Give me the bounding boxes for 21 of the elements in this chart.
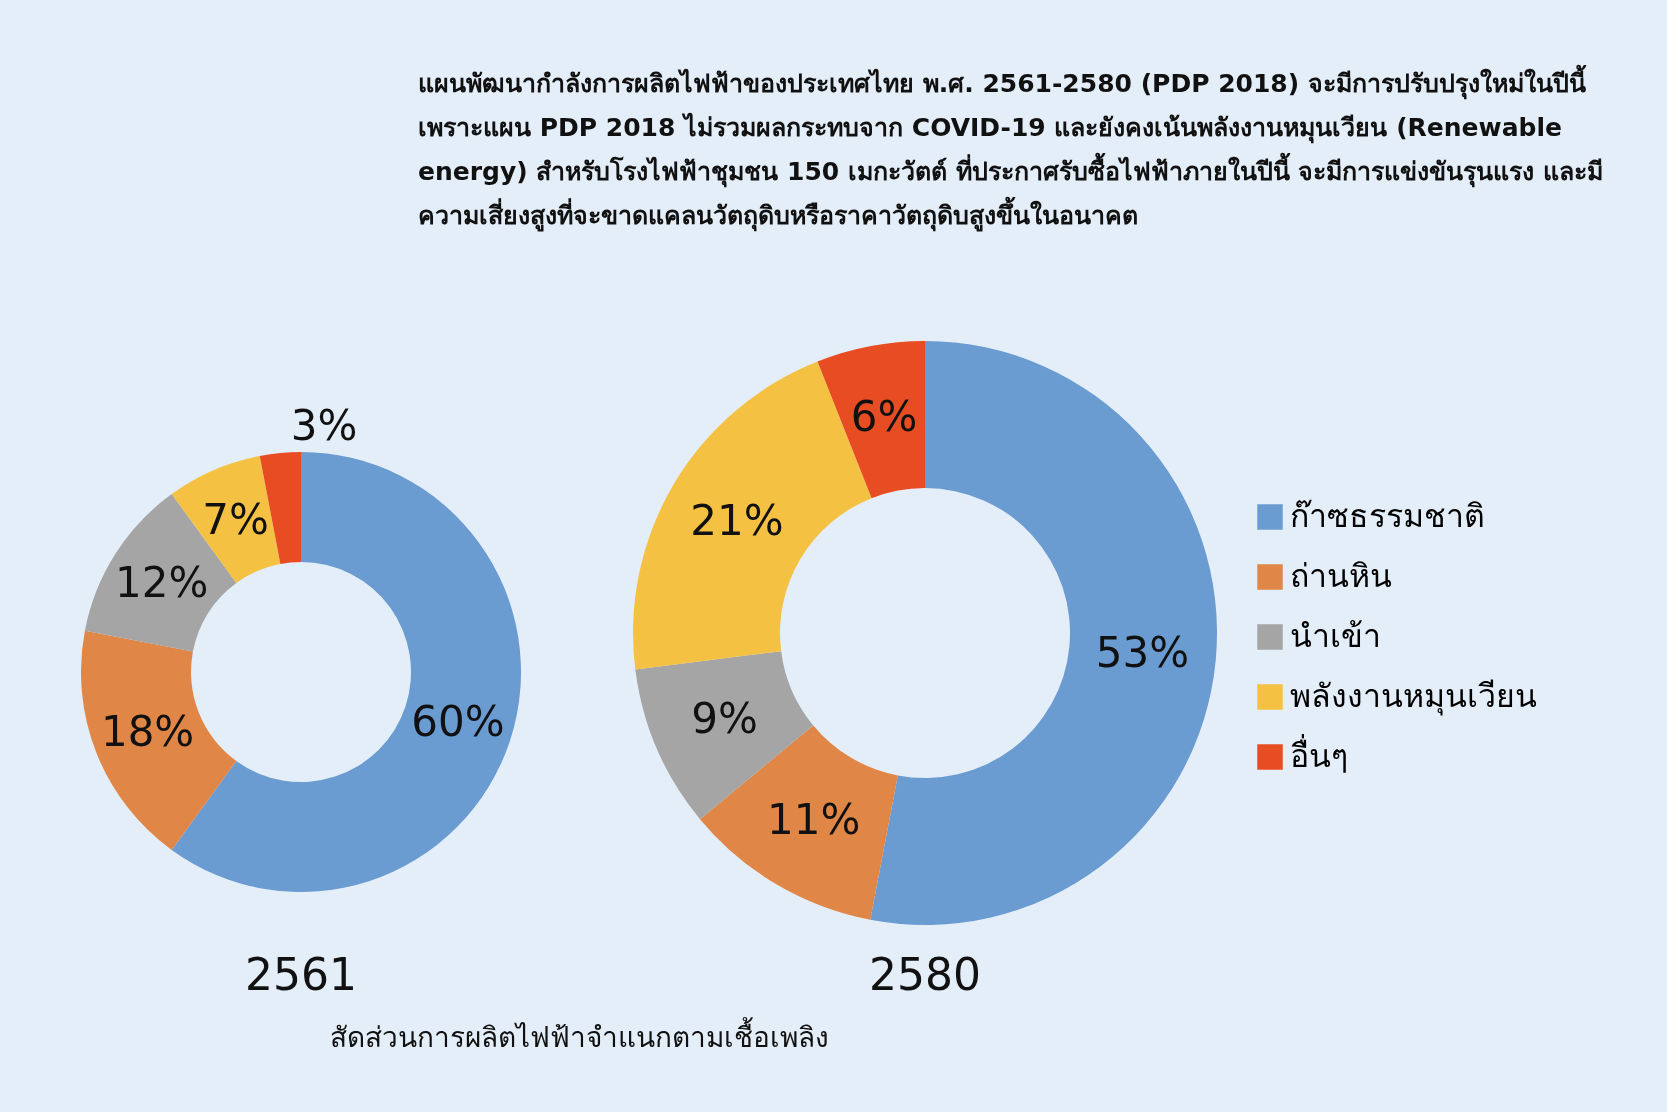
data-label: 12%	[115, 557, 209, 607]
donut-slice	[817, 341, 925, 499]
legend-label: ถ่านหิน	[1290, 557, 1392, 595]
text: สัดส่วนการผลิตไฟฟ้าจำแนกตามเชื้อเพลิง	[330, 1016, 829, 1056]
data-label: 53%	[1095, 627, 1190, 677]
text: แผนพัฒนากำลังการผลิตไฟฟ้าของประเทศไทย พ.ศ. 2561-2580 (PDP 2018) จะมีการปรับปรุงใหม่ในปีนี้ เพราะแผน PDP 2018 ไม่รวมผลกระทบจาก COVID-19 และยังคงเน้นพลังงานหมุนเวียน (Renewable energy) สำหรับโรงไฟฟ้าชุมชน 150 เมกะวัตต์ ที่ประกาศรับซื้อไฟฟ้าภายในปีนี้ จะมีการแข่งขันรุนแรง และมีความเสี่ยงสูงที่จะขาดแคลนวัตถุดิบหรือราคาวัตถุดิบสูงขึ้นในอนาคต	[418, 63, 1605, 234]
legend-label: อื่นๆ	[1290, 734, 1348, 775]
text: 2580	[869, 949, 981, 1000]
data-label: 6%	[850, 392, 918, 442]
data-label: 21%	[690, 495, 784, 545]
data-label: 9%	[691, 693, 758, 743]
legend-label: ก๊าซธรรมชาติ	[1290, 497, 1485, 535]
text: 2561	[245, 949, 357, 1000]
data-label: 60%	[411, 696, 505, 746]
data-label: 3%	[290, 401, 358, 451]
data-label: 7%	[202, 494, 269, 544]
legend-label: พลังงานหมุนเวียน	[1290, 677, 1537, 716]
donut-slice	[81, 630, 237, 850]
data-label: 18%	[100, 706, 195, 756]
data-label: 11%	[767, 795, 861, 845]
legend-label: นำเข้า	[1290, 617, 1381, 655]
